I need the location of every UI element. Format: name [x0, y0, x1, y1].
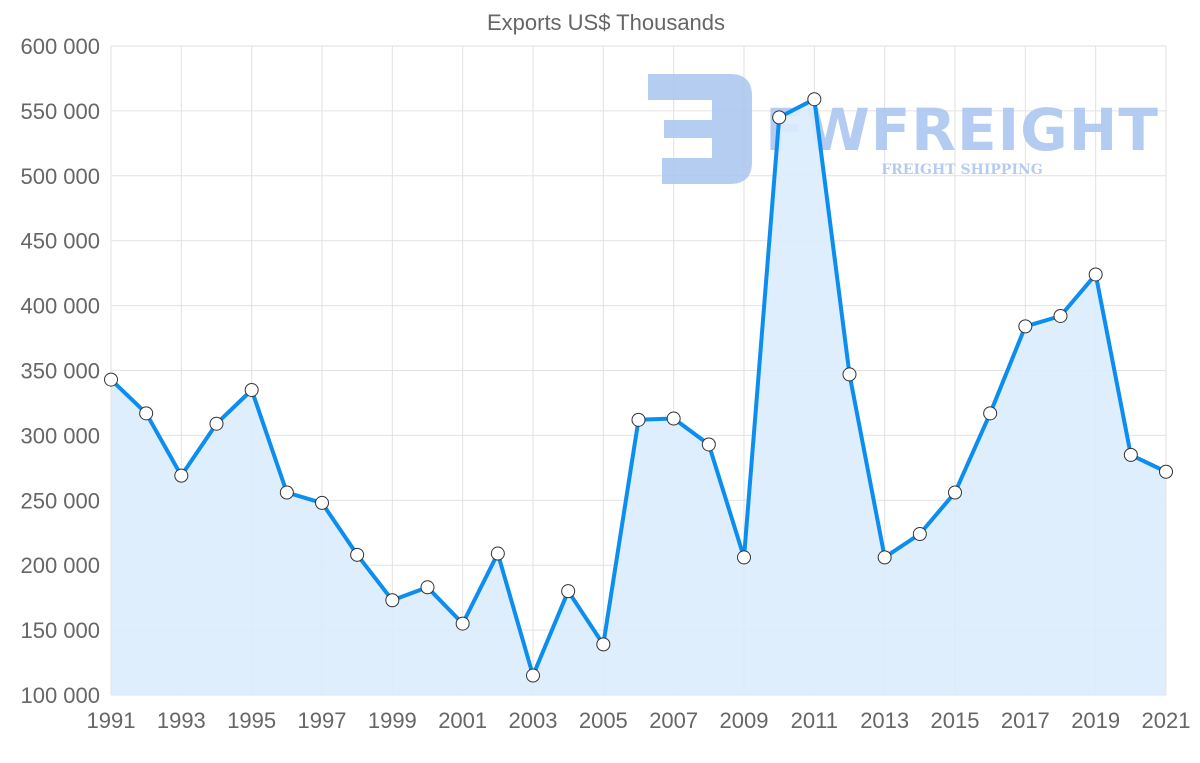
data-point-1991[interactable] — [104, 372, 118, 387]
x-tick-label: 2021 — [1142, 708, 1191, 733]
y-axis: 100 000 150 000 200 000 250 000 300 000 350 0… — [20, 34, 100, 708]
data-point-2018[interactable] — [1053, 308, 1068, 323]
x-axis: 1991 1993 1995 1997 1999 2001 2003 2005 2007 2009… — [87, 708, 1191, 733]
x-tick-label: 2009 — [720, 708, 769, 733]
data-point-2019[interactable] — [1088, 267, 1103, 282]
data-point-2020[interactable] — [1123, 447, 1138, 462]
y-tick-label: 450 000 — [20, 229, 100, 254]
data-point-2006[interactable] — [631, 412, 646, 427]
data-point-2001[interactable] — [455, 616, 470, 631]
data-point-2016[interactable] — [983, 406, 998, 421]
series-area — [111, 99, 1166, 695]
chart-title: Exports US$ Thousands — [487, 10, 725, 35]
data-point-1999[interactable] — [385, 593, 400, 608]
data-point-1994[interactable] — [209, 416, 224, 431]
data-point-2005[interactable] — [596, 637, 611, 652]
y-tick-label: 300 000 — [20, 423, 100, 448]
x-tick-label: 2019 — [1071, 708, 1120, 733]
y-tick-label: 550 000 — [20, 99, 100, 124]
x-tick-label: 2003 — [509, 708, 558, 733]
data-point-1992[interactable] — [139, 406, 154, 421]
data-point-2003[interactable] — [526, 668, 540, 683]
data-point-2009[interactable] — [737, 550, 751, 565]
data-point-2017[interactable] — [1018, 319, 1033, 334]
y-tick-label: 600 000 — [20, 34, 100, 59]
data-point-1993[interactable] — [174, 468, 189, 483]
data-point-2014[interactable] — [912, 527, 927, 542]
data-point-1997[interactable] — [315, 495, 329, 510]
x-tick-label: 2011 — [791, 708, 838, 733]
x-tick-label: 2013 — [860, 708, 909, 733]
data-point-2013[interactable] — [877, 550, 892, 565]
y-tick-label: 500 000 — [20, 164, 100, 189]
x-tick-label: 1995 — [227, 708, 276, 733]
x-tick-label: 2017 — [1001, 708, 1050, 733]
x-tick-label: 1999 — [368, 708, 417, 733]
series-exports — [104, 92, 1173, 695]
watermark-tagline: FREIGHT SHIPPING — [881, 162, 1043, 178]
y-tick-label: 100 000 — [20, 683, 100, 708]
data-point-2010[interactable] — [772, 110, 787, 125]
x-tick-label: 2005 — [579, 708, 628, 733]
x-tick-label: 1991 — [87, 708, 136, 733]
data-point-2015[interactable] — [948, 485, 962, 500]
data-point-1998[interactable] — [350, 547, 365, 562]
x-tick-label: 2007 — [649, 708, 698, 733]
data-point-1995[interactable] — [244, 382, 259, 397]
x-tick-label: 2015 — [931, 708, 980, 733]
data-point-1996[interactable] — [279, 485, 294, 500]
data-point-2021[interactable] — [1159, 464, 1173, 479]
x-tick-label: 1997 — [298, 708, 347, 733]
x-tick-label: 1993 — [157, 708, 206, 733]
data-point-2004[interactable] — [561, 584, 576, 599]
logo-mark-icon — [648, 74, 752, 184]
y-tick-label: 350 000 — [20, 359, 100, 384]
data-point-2007[interactable] — [666, 411, 681, 426]
y-tick-label: 400 000 — [20, 294, 100, 319]
y-tick-label: 150 000 — [20, 618, 100, 643]
data-point-2011[interactable] — [807, 92, 822, 107]
y-tick-label: 200 000 — [20, 553, 100, 578]
watermark-brand: FWFREIGHT — [765, 96, 1159, 164]
y-tick-label: 250 000 — [20, 488, 100, 513]
data-point-2000[interactable] — [420, 580, 435, 595]
data-point-2008[interactable] — [701, 437, 716, 452]
x-tick-label: 2001 — [438, 708, 487, 733]
data-point-2002[interactable] — [490, 546, 505, 561]
data-point-2012[interactable] — [842, 367, 857, 382]
